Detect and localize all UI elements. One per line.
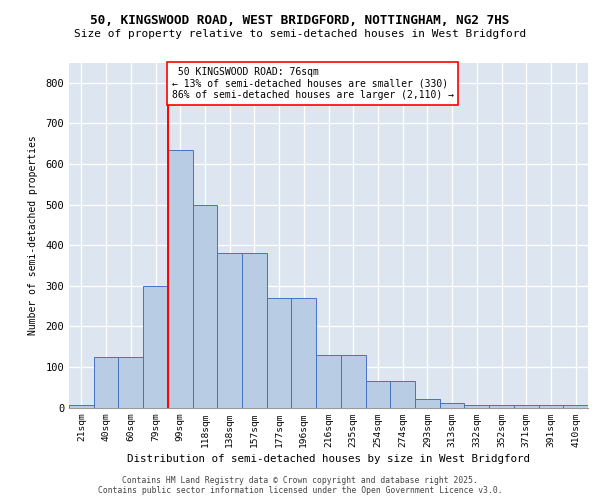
Bar: [217, 254, 242, 408]
Text: Contains HM Land Registry data © Crown copyright and database right 2025.
Contai: Contains HM Land Registry data © Crown c…: [98, 476, 502, 495]
Text: 50, KINGSWOOD ROAD, WEST BRIDGFORD, NOTTINGHAM, NG2 7HS: 50, KINGSWOOD ROAD, WEST BRIDGFORD, NOTT…: [91, 14, 509, 27]
Text: Size of property relative to semi-detached houses in West Bridgford: Size of property relative to semi-detach…: [74, 29, 526, 39]
Bar: [341, 354, 365, 408]
Y-axis label: Number of semi-detached properties: Number of semi-detached properties: [28, 135, 38, 335]
Text: 50 KINGSWOOD ROAD: 76sqm
← 13% of semi-detached houses are smaller (330)
86% of : 50 KINGSWOOD ROAD: 76sqm ← 13% of semi-d…: [172, 66, 454, 100]
Bar: [242, 254, 267, 408]
Bar: [168, 150, 193, 407]
Bar: [365, 381, 390, 407]
Bar: [193, 204, 217, 408]
Bar: [539, 406, 563, 407]
Bar: [415, 400, 440, 407]
Bar: [143, 286, 168, 408]
Bar: [464, 406, 489, 407]
X-axis label: Distribution of semi-detached houses by size in West Bridgford: Distribution of semi-detached houses by …: [127, 454, 530, 464]
Bar: [563, 406, 588, 407]
Bar: [440, 404, 464, 407]
Bar: [390, 381, 415, 407]
Bar: [292, 298, 316, 408]
Bar: [489, 406, 514, 407]
Bar: [514, 406, 539, 407]
Bar: [267, 298, 292, 408]
Bar: [69, 404, 94, 407]
Bar: [118, 357, 143, 408]
Bar: [94, 357, 118, 408]
Bar: [316, 354, 341, 408]
